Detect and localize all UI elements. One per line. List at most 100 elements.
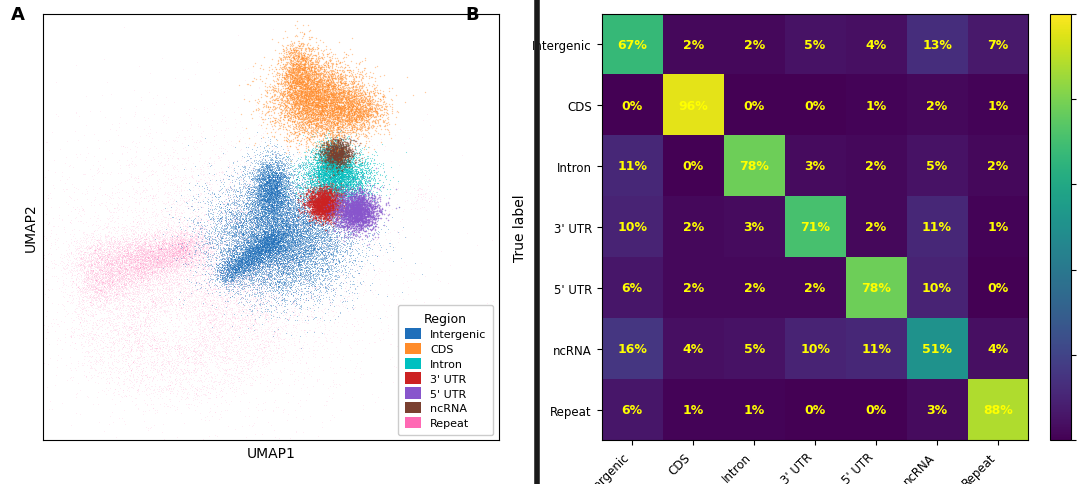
Point <box>285 67 302 75</box>
Point <box>159 257 176 265</box>
Point <box>230 252 247 260</box>
Point <box>363 199 380 207</box>
Point <box>321 189 338 197</box>
Point <box>338 143 355 151</box>
Point <box>200 279 217 287</box>
Point <box>176 294 193 302</box>
Point <box>285 56 302 63</box>
Point <box>311 208 328 216</box>
Point <box>303 190 321 197</box>
Point <box>203 307 220 315</box>
Point <box>378 307 395 315</box>
Point <box>154 231 172 239</box>
Point <box>343 202 361 210</box>
Point <box>243 332 260 339</box>
Point <box>111 287 129 294</box>
Point <box>92 276 109 284</box>
Point <box>239 222 256 230</box>
Point <box>248 231 266 239</box>
Point <box>291 261 308 269</box>
Point <box>211 308 228 316</box>
Point <box>246 237 264 245</box>
Point <box>258 236 275 244</box>
Point <box>339 182 356 189</box>
Point <box>284 231 301 239</box>
Point <box>103 285 120 293</box>
Point <box>269 185 286 193</box>
Point <box>314 173 332 181</box>
Point <box>336 176 353 183</box>
Point <box>321 335 338 343</box>
Point <box>227 266 244 273</box>
Point <box>291 129 308 137</box>
Point <box>324 156 341 164</box>
Point <box>296 438 313 446</box>
Point <box>289 260 307 268</box>
Point <box>98 282 116 290</box>
Point <box>109 348 126 355</box>
Point <box>256 190 273 197</box>
Point <box>355 217 373 225</box>
Point <box>118 281 135 289</box>
Point <box>156 258 173 266</box>
Point <box>347 216 364 224</box>
Point <box>311 76 328 84</box>
Point <box>295 194 312 202</box>
Point <box>272 190 289 197</box>
Point <box>297 105 314 112</box>
Point <box>140 260 158 268</box>
Point <box>288 18 306 26</box>
Point <box>245 267 262 275</box>
Point <box>126 257 144 264</box>
Point <box>343 213 361 221</box>
Point <box>328 200 346 208</box>
Point <box>200 227 217 235</box>
Point <box>237 256 254 264</box>
Point <box>176 247 193 255</box>
Point <box>284 331 301 338</box>
Point <box>242 207 259 215</box>
Point <box>333 207 350 215</box>
Point <box>248 176 266 183</box>
Point <box>140 320 158 328</box>
Point <box>289 200 307 208</box>
Point <box>259 166 276 174</box>
Point <box>329 243 347 251</box>
Point <box>288 234 306 242</box>
Point <box>214 228 231 236</box>
Point <box>192 257 210 264</box>
Point <box>257 188 274 196</box>
Point <box>241 272 258 280</box>
Point <box>138 280 156 288</box>
Point <box>295 103 312 110</box>
Point <box>332 164 349 172</box>
Point <box>303 69 321 76</box>
Point <box>172 235 189 242</box>
Point <box>324 91 341 99</box>
Point <box>351 101 368 109</box>
Point <box>258 241 275 249</box>
Point <box>113 296 131 304</box>
Point <box>121 276 138 284</box>
Point <box>255 243 272 251</box>
Point <box>341 212 359 220</box>
Point <box>234 256 252 263</box>
Point <box>253 160 270 167</box>
Point <box>324 258 341 266</box>
Point <box>339 95 356 103</box>
Point <box>92 161 109 169</box>
Point <box>301 187 319 195</box>
Point <box>353 212 370 220</box>
Point <box>219 265 237 273</box>
Point <box>281 190 298 198</box>
Point <box>315 209 333 216</box>
Point <box>274 232 292 240</box>
Point <box>300 264 318 272</box>
Point <box>192 249 210 257</box>
Point <box>343 258 361 266</box>
Point <box>285 49 302 57</box>
Point <box>292 234 309 242</box>
Point <box>203 276 220 284</box>
Point <box>107 338 124 346</box>
Point <box>300 66 318 74</box>
